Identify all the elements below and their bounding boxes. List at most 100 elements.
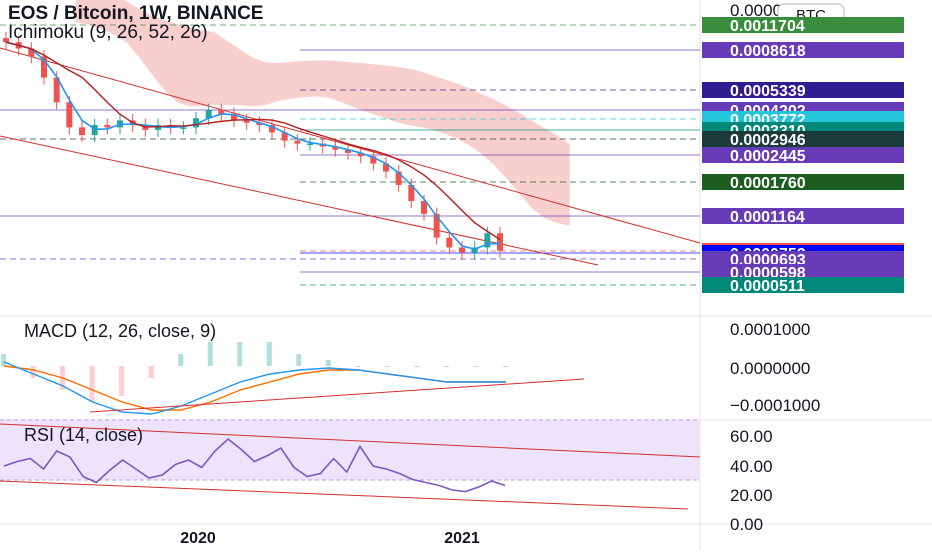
candle-body [193,118,199,128]
candle-body [3,38,9,43]
rsi-series [0,423,701,510]
price-tag-box [702,208,904,224]
candle-body [205,109,212,119]
rsi-lower-trendline [0,480,689,510]
price-tag-box [702,147,904,163]
candle-body [66,102,73,128]
candle-body [459,247,465,253]
price-tags: 0.00117040.00086180.00053390.00042020.00… [702,17,904,295]
macd-histogram-bar [414,366,420,367]
rsi-axis-tick-60: 60.00 [730,427,773,446]
macd-histogram-bar [1,354,6,366]
candle-body [307,143,313,146]
candle-body [408,184,415,202]
price-tag-9: 0.0001164 [702,208,904,226]
macd-line [3,361,506,415]
candle-body [180,127,187,129]
macd-histogram-bar [148,366,154,378]
candle-body [484,233,491,248]
macd-histogram-bar [266,342,272,366]
indicator-title: Ichimoku (9, 26, 52, 26) [8,22,208,43]
rsi-axis-tick-0: 0.00 [730,515,763,534]
candle-body [421,201,427,214]
candle-body [53,77,60,103]
price-tag-value: 0.0000511 [730,278,805,295]
candle-body [281,132,288,141]
candle-body [79,127,85,136]
price-tag-0: 0.0011704 [702,17,904,35]
rsi-line [3,437,506,493]
price-tag-6: 0.0002946 [702,131,904,149]
candle-body [332,146,339,150]
candle-body [231,113,237,121]
macd-histogram-bar [207,342,213,366]
price-tag-1: 0.0008618 [702,42,904,60]
macd-trendline [89,378,585,413]
rsi-upper-trendline [0,423,701,458]
price-tag-8: 0.0001760 [702,174,904,192]
macd-histogram-bar [355,366,361,367]
macd-histogram-bar [237,342,243,366]
upper-trendline [0,47,701,244]
kumo-cloud [75,0,570,226]
rsi-axis-tick-40: 40.00 [730,457,773,476]
price-tag-box [702,42,904,58]
candle-body [370,156,377,164]
price-tag-box [702,251,904,267]
rsi-axis-tick-20: 20.00 [730,486,773,505]
candle-body [395,171,402,185]
macd-histogram-bar [443,366,449,367]
price-tag-box [702,264,904,280]
base-line [5,41,501,241]
macd-histogram-bar [325,360,331,366]
macd-histogram-bar [384,366,390,367]
ichimoku-cloud [75,0,570,226]
candle-body [218,109,225,114]
candle-body [256,122,263,126]
macd-histogram-bar [473,366,479,367]
price-tag-7: 0.0002445 [702,147,904,165]
macd-histogram-bar [296,354,302,366]
candle-body [243,120,250,123]
candle-body [433,213,440,238]
candle-body [471,247,478,253]
candle-body [357,152,364,157]
time-axis-tick-2020: 2020 [180,530,216,547]
price-tag-value: 0.0011704 [730,18,805,35]
candle-body [497,233,503,251]
candle-body [446,237,453,248]
candle-body [155,125,161,130]
candle-body [269,125,275,133]
macd-histogram-bar [178,354,184,366]
symbol-title: EOS / Bitcoin, 1W, BINANCE [8,3,263,24]
candle-body [91,125,98,136]
candle-body [345,149,351,153]
price-tag-value: 0.0001164 [730,209,805,226]
price-tag-box [702,131,904,147]
price-tag-14: 0.0000511 [702,277,904,295]
macd-axis-tick-zero: 0.0000000 [730,359,810,378]
price-tag-box [702,82,904,98]
price-tag-value: 0.0008618 [730,43,806,60]
candle-body [104,125,111,128]
price-tag-value: 0.0001760 [730,175,806,192]
macd-axis-tick-bottom: −0.0001000 [730,396,820,415]
price-tag-value: 0.0005339 [730,83,806,100]
candle-body [383,163,389,172]
candle-body [294,140,301,144]
price-tag-2: 0.0005339 [702,82,904,100]
candle-body [28,48,35,57]
ichimoku-lines [5,41,501,251]
price-tag-box [702,17,904,33]
price-tag-box [702,277,904,293]
candles [3,31,503,260]
price-tag-value: 0.0002445 [730,148,806,165]
macd-histogram-bar [89,366,95,402]
price-tag-value: 0.0002946 [730,132,806,149]
macd-axis-tick-top: 0.0001000 [730,320,810,339]
time-axis-tick-2021: 2021 [444,530,480,547]
macd-series [1,342,585,415]
macd-title: MACD (12, 26, close, 9) [24,321,216,341]
